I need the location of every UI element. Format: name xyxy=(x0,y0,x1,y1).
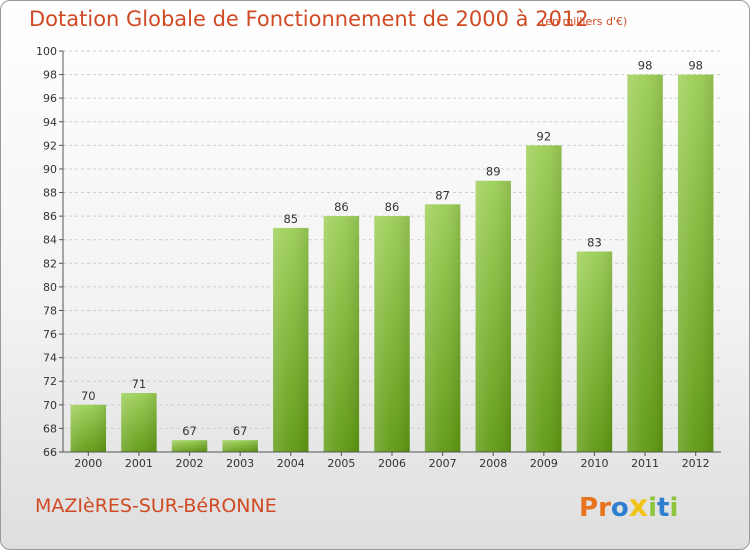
y-tick-label-70: 70 xyxy=(43,399,57,412)
y-tick-label-84: 84 xyxy=(43,234,57,247)
y-tick-label-82: 82 xyxy=(43,257,57,270)
y-tick-label-76: 76 xyxy=(43,328,57,341)
logo-letter: i xyxy=(669,493,679,523)
y-tick-label-72: 72 xyxy=(43,375,57,388)
data-label-2009: 92 xyxy=(537,129,552,143)
y-tick-label-80: 80 xyxy=(43,281,57,294)
bar-shine-2007 xyxy=(424,204,461,452)
data-label-2005: 86 xyxy=(334,200,349,214)
x-tick-label-2002: 2002 xyxy=(176,457,204,470)
x-tick-label-2012: 2012 xyxy=(682,457,710,470)
chart-unit-note: (en milliers d'€) xyxy=(541,15,628,28)
labels: 66 68 70 72 74 76 78 80 82 84 86 88 90 92 94 96 98 100 200… xyxy=(36,45,710,470)
logo-letter: i xyxy=(648,493,658,523)
data-label-2002: 67 xyxy=(182,424,197,438)
y-tick-label-92: 92 xyxy=(43,139,57,152)
bar-shine-2011 xyxy=(627,74,663,453)
x-tick-label-2010: 2010 xyxy=(580,457,608,470)
logo-letter: r xyxy=(598,493,611,523)
data-label-2004: 85 xyxy=(283,212,298,226)
logo-letter: x xyxy=(628,489,649,524)
data-label-2008: 89 xyxy=(486,165,501,179)
x-tick-label-2009: 2009 xyxy=(530,457,558,470)
bar-shine-2002 xyxy=(171,440,208,452)
logo-letter: P xyxy=(579,493,599,523)
bar-shine-2001 xyxy=(121,393,157,452)
x-tick-label-2008: 2008 xyxy=(479,457,507,470)
x-tick-label-2005: 2005 xyxy=(327,457,355,470)
axes xyxy=(59,50,721,456)
y-tick-label-100: 100 xyxy=(36,45,57,58)
bar-shine-2010 xyxy=(576,251,613,452)
data-label-2012: 98 xyxy=(688,59,703,73)
x-tick-label-2003: 2003 xyxy=(226,457,254,470)
bar-shine-2012 xyxy=(677,74,714,453)
y-tick-label-94: 94 xyxy=(43,116,57,129)
y-tick-label-86: 86 xyxy=(43,210,57,223)
data-label-2011: 98 xyxy=(638,59,653,73)
bar-shine-2005 xyxy=(323,216,360,452)
x-tick-label-2001: 2001 xyxy=(125,457,153,470)
proxiti-logo: Proxiti xyxy=(579,489,678,524)
y-tick-label-78: 78 xyxy=(43,304,57,317)
bar-shine-2003 xyxy=(222,440,258,452)
y-tick-label-90: 90 xyxy=(43,163,57,176)
y-tick-label-96: 96 xyxy=(43,92,57,105)
data-label-2007: 87 xyxy=(435,188,450,202)
y-tick-label-66: 66 xyxy=(43,446,57,459)
bar-shine-2000 xyxy=(70,404,107,452)
x-tick-label-2000: 2000 xyxy=(74,457,102,470)
y-tick-label-88: 88 xyxy=(43,187,57,200)
data-label-2001: 71 xyxy=(132,377,147,391)
y-tick-label-74: 74 xyxy=(43,352,57,365)
data-label-2003: 67 xyxy=(233,424,248,438)
y-tick-label-68: 68 xyxy=(43,422,57,435)
x-tick-label-2011: 2011 xyxy=(631,457,659,470)
bar-shine-2009 xyxy=(526,145,562,452)
bar-shine-2008 xyxy=(475,180,511,452)
bar-shine-2004 xyxy=(273,227,309,452)
chart-title: Dotation Globale de Fonctionnement de 20… xyxy=(29,7,589,31)
data-label-2000: 70 xyxy=(81,389,96,403)
logo-letter: t xyxy=(657,493,670,523)
data-label-2006: 86 xyxy=(385,200,400,214)
data-label-2010: 83 xyxy=(587,236,602,250)
y-tick-label-98: 98 xyxy=(43,69,57,82)
x-tick-label-2007: 2007 xyxy=(429,457,457,470)
x-tick-label-2004: 2004 xyxy=(277,457,305,470)
logo-letter: o xyxy=(610,493,629,523)
x-tick-label-2006: 2006 xyxy=(378,457,406,470)
bars xyxy=(70,74,714,453)
bar-shine-2006 xyxy=(374,216,410,452)
commune-name: MAZIèRES-SUR-BéRONNE xyxy=(35,495,277,517)
